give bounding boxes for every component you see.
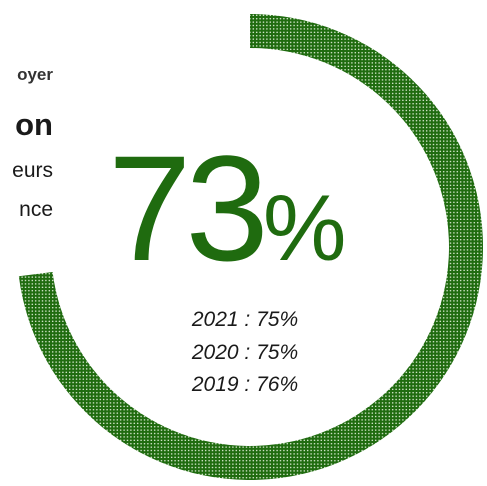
- partial-body-line-2: nce: [19, 198, 53, 221]
- partial-heading: on: [15, 107, 53, 142]
- big-value-percent-sign: %: [262, 175, 347, 280]
- partial-body-line-1: eurs: [12, 159, 53, 182]
- history-label-2021: 2021 : 75%: [191, 308, 299, 331]
- partial-kicker-text: oyer: [17, 65, 53, 84]
- big-percentage-value: 73%: [108, 128, 346, 308]
- big-value-number: 73: [108, 124, 269, 292]
- history-label-2019: 2019 : 76%: [191, 373, 299, 396]
- history-label-2020: 2020 : 75%: [191, 341, 299, 364]
